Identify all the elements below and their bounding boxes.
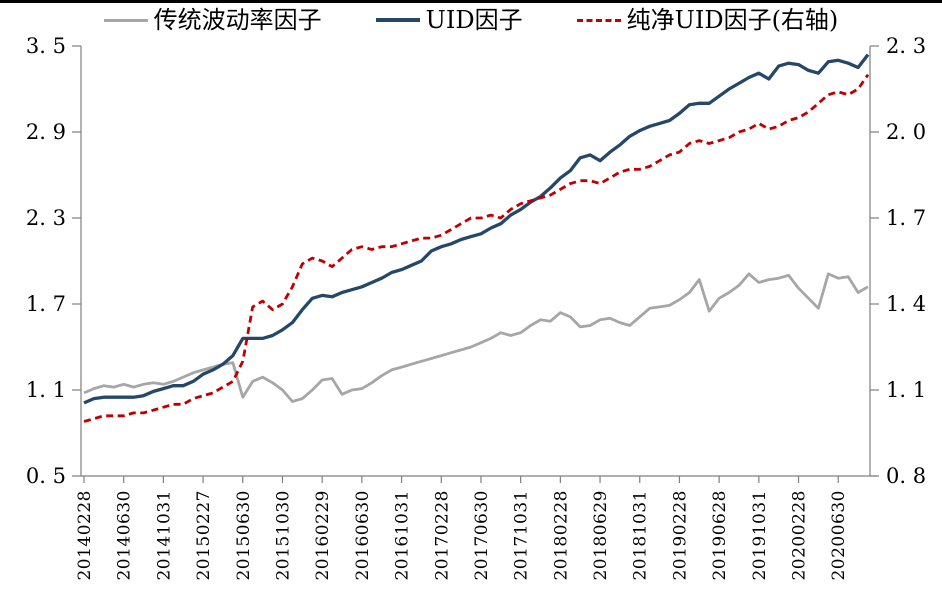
x-tick-label: 20170228 bbox=[432, 490, 452, 581]
legend-label-traditional-volatility-factor: 传统波动率因子 bbox=[153, 6, 322, 34]
legend-label-uid-factor: UID因子 bbox=[425, 6, 523, 34]
right-tick-label: 2. 0 bbox=[886, 120, 926, 144]
x-tick-label: 20180629 bbox=[591, 490, 611, 581]
left-axis-ticks: 3. 5 2. 9 2. 3 1. 7 1. 1 0. 5 bbox=[26, 34, 81, 488]
x-tick-label: 20140630 bbox=[115, 490, 135, 581]
x-tick-label: 20160229 bbox=[313, 490, 333, 581]
x-tick-label: 20140228 bbox=[75, 490, 95, 581]
left-tick-label: 3. 5 bbox=[26, 34, 66, 58]
x-tick-label: 20200228 bbox=[790, 490, 810, 581]
x-tick-label: 20191031 bbox=[750, 490, 770, 581]
x-axis-ticks: 20140228 20140630 20141031 20150227 20150630… bbox=[75, 476, 849, 581]
x-tick-label: 20160630 bbox=[353, 490, 373, 581]
series-traditional-volatility-factor bbox=[83, 272, 869, 403]
series-lines bbox=[83, 53, 870, 423]
right-tick-label: 1. 4 bbox=[886, 292, 926, 316]
x-tick-label: 20141031 bbox=[154, 490, 174, 581]
series-pure-uid-factor bbox=[83, 73, 870, 423]
legend-label-pure-uid-factor: 纯净UID因子(右轴) bbox=[626, 6, 839, 34]
left-tick-label: 1. 7 bbox=[26, 292, 66, 316]
axes bbox=[80, 46, 877, 477]
legend-item-uid-factor: UID因子 bbox=[375, 6, 523, 34]
x-tick-label: 20200630 bbox=[829, 490, 849, 581]
legend-item-pure-uid-factor: 纯净UID因子(右轴) bbox=[576, 6, 839, 34]
right-tick-label: 1. 7 bbox=[886, 206, 926, 230]
x-tick-label: 20190228 bbox=[670, 490, 690, 581]
legend: 传统波动率因子 UID因子 纯净UID因子(右轴) bbox=[0, 7, 942, 33]
left-tick-label: 1. 1 bbox=[26, 378, 66, 402]
left-tick-label: 2. 9 bbox=[26, 120, 66, 144]
left-tick-label: 2. 3 bbox=[26, 206, 66, 230]
series-uid-factor bbox=[83, 53, 870, 405]
legend-line-sample-red-dashed bbox=[576, 18, 621, 22]
x-tick-label: 20170630 bbox=[472, 490, 492, 581]
x-tick-label: 20151030 bbox=[273, 490, 293, 581]
top-border bbox=[0, 0, 942, 3]
x-tick-label: 20150227 bbox=[194, 490, 214, 581]
legend-line-sample-navy bbox=[375, 18, 420, 23]
legend-item-traditional-volatility-factor: 传统波动率因子 bbox=[103, 6, 322, 34]
x-tick-label: 20161031 bbox=[393, 490, 413, 581]
legend-line-sample-gray bbox=[103, 18, 148, 22]
right-axis-ticks: 2. 3 2. 0 1. 7 1. 4 1. 1 0. 8 bbox=[870, 34, 926, 488]
x-tick-label: 20171031 bbox=[512, 490, 532, 581]
x-tick-label: 20180228 bbox=[551, 490, 571, 581]
right-tick-label: 0. 8 bbox=[886, 464, 926, 488]
right-tick-label: 1. 1 bbox=[886, 378, 926, 402]
right-tick-label: 2. 3 bbox=[886, 34, 926, 58]
x-tick-label: 20150630 bbox=[234, 490, 254, 581]
left-tick-label: 0. 5 bbox=[26, 464, 66, 488]
x-tick-label: 20190628 bbox=[710, 490, 730, 581]
x-tick-label: 20181031 bbox=[631, 490, 651, 581]
